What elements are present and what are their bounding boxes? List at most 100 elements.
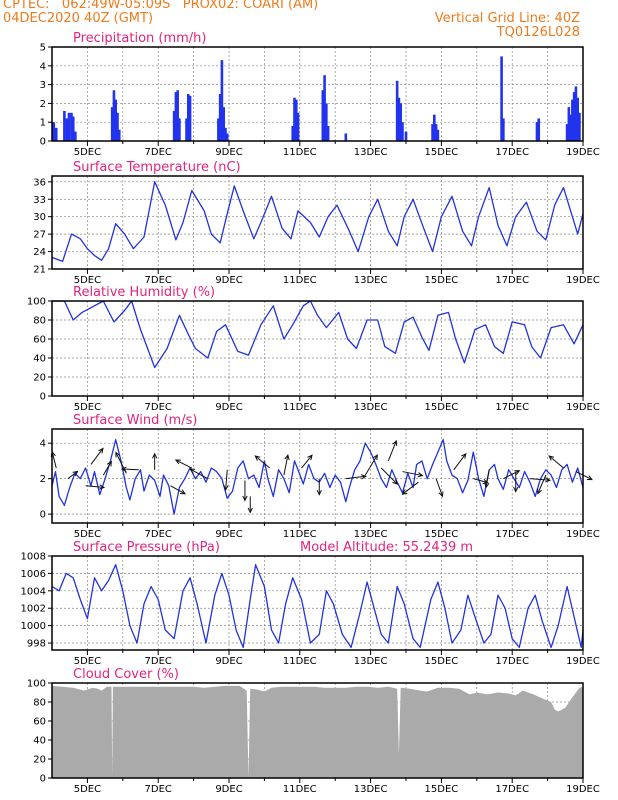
- y-tick-label: 27: [33, 230, 46, 241]
- precip-bar: [112, 90, 116, 141]
- x-tick-label: 13DEC: [354, 656, 388, 667]
- precip-bar: [578, 112, 581, 141]
- x-tick-label: 17DEC: [495, 275, 529, 286]
- precip-bar: [217, 118, 220, 141]
- precip-bar: [326, 125, 330, 141]
- wind-arrowhead: [284, 453, 290, 461]
- y-tick-label: 21: [33, 265, 46, 276]
- x-tick-label: 15DEC: [425, 275, 459, 286]
- wind-vector: [387, 440, 397, 462]
- y-tick-label: 40: [33, 354, 46, 365]
- precip-bar: [434, 124, 438, 141]
- panel-4: 0 2 4 5DEC 7DEC 9DEC 11DEC 13DEC 15DEC 17DEC 19DEC…: [40, 413, 600, 540]
- y-tick-label: 60: [33, 335, 46, 346]
- y-tick-label: 2: [40, 474, 46, 485]
- precip-bar: [220, 60, 224, 141]
- wind-vector: [115, 452, 127, 474]
- precip-bar: [576, 97, 579, 141]
- precip-bar: [294, 99, 298, 141]
- panel-title: Surface Wind (m/s): [73, 413, 197, 428]
- panel-title: Surface Temperature (nC): [73, 160, 241, 175]
- y-tick-label: 4: [40, 439, 46, 450]
- wind-arrowhead: [307, 454, 313, 461]
- x-tick-label: 15DEC: [425, 656, 459, 667]
- precip-bars: [52, 56, 581, 141]
- y-tick-label: 0: [40, 137, 46, 148]
- wind-arrowhead: [242, 495, 248, 502]
- precip-bar: [70, 112, 73, 141]
- x-tick-label: 17DEC: [495, 656, 529, 667]
- precip-bar: [433, 114, 436, 141]
- x-tick-label: 13DEC: [354, 784, 388, 795]
- wind-arrowhead: [99, 484, 106, 490]
- y-tick-label: 1002: [21, 604, 46, 615]
- precip-bar: [565, 124, 569, 141]
- cloud-cover-area: [52, 685, 583, 778]
- panel-6: 0 20 40 60 80 100 5DEC 7DEC 9DEC 11DEC 13DEC 15DEC 1…: [27, 667, 600, 795]
- header-date: 04DEC2020 40Z (GMT): [3, 11, 154, 26]
- precip-bar: [114, 99, 118, 141]
- precip-bar: [52, 122, 56, 141]
- x-tick-label: 5DEC: [74, 656, 101, 667]
- wind-arrowhead: [254, 455, 261, 461]
- wind-arrowhead: [514, 470, 521, 475]
- x-tick-label: 5DEC: [74, 402, 101, 413]
- precip-bar: [178, 118, 181, 141]
- horizontal-grid: [52, 442, 583, 515]
- wind-vector: [453, 453, 467, 471]
- wind-arrowhead: [548, 455, 555, 461]
- wind-arrowhead: [247, 507, 253, 514]
- wind-arrowhead: [392, 479, 399, 485]
- precip-bar: [218, 94, 222, 141]
- precip-bar: [63, 110, 66, 141]
- wind-vector: [503, 470, 520, 480]
- wind-arrowhead: [360, 474, 367, 480]
- wind-vector: [189, 468, 208, 480]
- header-grid-note: Vertical Grid Line: 40Z: [434, 11, 580, 26]
- panel-frame: [51, 175, 584, 270]
- x-tick-label: 5DEC: [74, 529, 101, 540]
- wind-arrowhead: [545, 477, 552, 483]
- y-tick-label: 1000: [21, 621, 46, 632]
- wind-vector: [301, 454, 313, 469]
- y-tick-label: 80: [33, 698, 46, 709]
- precip-bar: [67, 112, 71, 141]
- precip-bar: [323, 75, 326, 141]
- wind-vector: [548, 455, 564, 469]
- y-tick-label: 0: [40, 774, 46, 785]
- y-tick-label: 80: [33, 316, 46, 327]
- precip-bar: [117, 129, 121, 141]
- x-tick-label: 19DEC: [566, 529, 600, 540]
- wind-arrowhead: [537, 488, 542, 495]
- precip-bar: [188, 95, 192, 141]
- x-tick-label: 13DEC: [354, 147, 388, 158]
- panel-title: Cloud Cover (%): [73, 667, 179, 682]
- x-tick-label: 15DEC: [425, 784, 459, 795]
- x-tick-label: 11DEC: [283, 656, 317, 667]
- precip-bar: [54, 127, 58, 141]
- wind-vector: [529, 478, 550, 481]
- wind-arrowhead: [513, 486, 519, 493]
- wind-arrowhead: [115, 451, 121, 458]
- y-tick-label: 40: [33, 736, 46, 747]
- precip-bar: [186, 94, 190, 141]
- panel-frame: [51, 300, 584, 397]
- precip-bar: [293, 97, 296, 141]
- panel-title: Relative Humidity (%): [73, 285, 215, 300]
- x-tick-label: 19DEC: [566, 402, 600, 413]
- x-tick-label: 11DEC: [283, 275, 317, 286]
- wind-arrowhead: [174, 459, 181, 465]
- wind-arrowhead: [372, 454, 378, 461]
- wind-vector: [485, 469, 490, 488]
- x-tick-label: 7DEC: [145, 529, 172, 540]
- wind-vector: [402, 471, 423, 477]
- precip-bar: [401, 122, 404, 141]
- y-tick-label: 100: [27, 679, 46, 690]
- x-tick-label: 19DEC: [566, 784, 600, 795]
- precip-bar: [574, 86, 578, 141]
- precip-bar: [537, 118, 541, 141]
- wind-vector: [170, 485, 186, 495]
- precip-bar: [399, 103, 402, 141]
- x-tick-label: 9DEC: [215, 402, 242, 413]
